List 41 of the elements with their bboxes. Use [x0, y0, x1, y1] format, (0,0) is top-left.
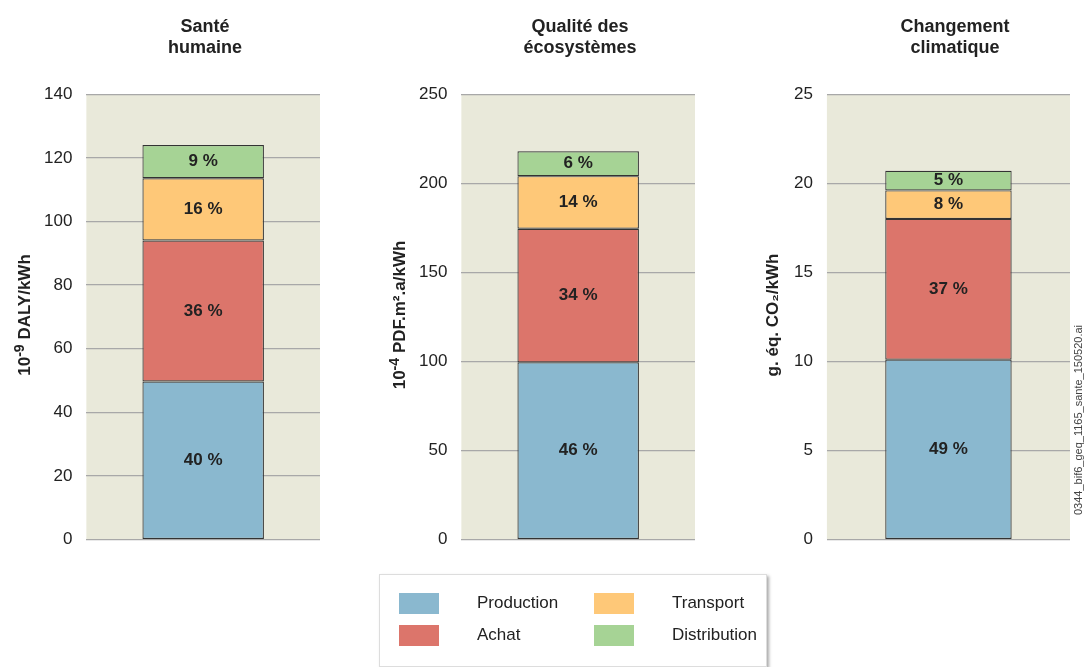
y-tick-label: 20: [53, 465, 73, 485]
y-tick-label: 0: [803, 529, 813, 549]
y-tick-label: 20: [793, 172, 813, 192]
y-tick-label: 140: [43, 83, 73, 103]
text: 0344_bif6_geq_1165_sante_150520.ai: [1072, 324, 1084, 516]
y-tick-label: 50: [428, 440, 448, 460]
y-tick-label: 100: [43, 211, 73, 231]
annotation: 40 %: [183, 449, 223, 469]
annotation: 8 %: [933, 194, 964, 214]
y-tick-label: 15: [793, 262, 813, 282]
y-tick-label: 200: [418, 172, 448, 192]
annotation: 6 %: [563, 153, 593, 173]
y-tick-label: 80: [53, 274, 73, 294]
annotation: 16 %: [183, 199, 223, 219]
annotation: 34 %: [558, 285, 598, 305]
y-tick-label: 0: [62, 529, 73, 549]
y-tick-label: 40: [53, 402, 73, 422]
y-tick-label: 150: [418, 262, 448, 282]
annotation: 36 %: [183, 300, 223, 320]
annotation: 37 %: [929, 278, 968, 298]
y-tick-label: 0: [437, 529, 448, 549]
y-tick-label: 250: [418, 83, 448, 103]
y-tick-label: 10: [793, 351, 813, 371]
y-tick-label: 25: [793, 83, 813, 103]
legend-label: Achat: [477, 625, 521, 645]
annotation: 9 %: [188, 151, 218, 171]
annotation: 46 %: [558, 440, 598, 460]
y-tick-label: 120: [43, 147, 73, 167]
chart-title: Changement climatique: [899, 16, 1011, 58]
legend-label: Transport: [672, 593, 745, 613]
chart-title: Santé humaine: [167, 16, 243, 58]
legend-label: Production: [477, 593, 559, 613]
y-tick-label: 5: [803, 440, 813, 460]
y-axis-title: g. éq. CO₂/kWh: [763, 253, 783, 377]
annotation: 14 %: [558, 192, 598, 212]
annotation: 49 %: [929, 439, 968, 459]
legend-label: Distribution: [672, 625, 758, 645]
y-tick-label: 100: [418, 351, 448, 371]
annotation: 5 %: [933, 170, 964, 190]
y-tick-label: 60: [53, 338, 73, 358]
chart-title: Qualité des écosystèmes: [522, 16, 638, 58]
